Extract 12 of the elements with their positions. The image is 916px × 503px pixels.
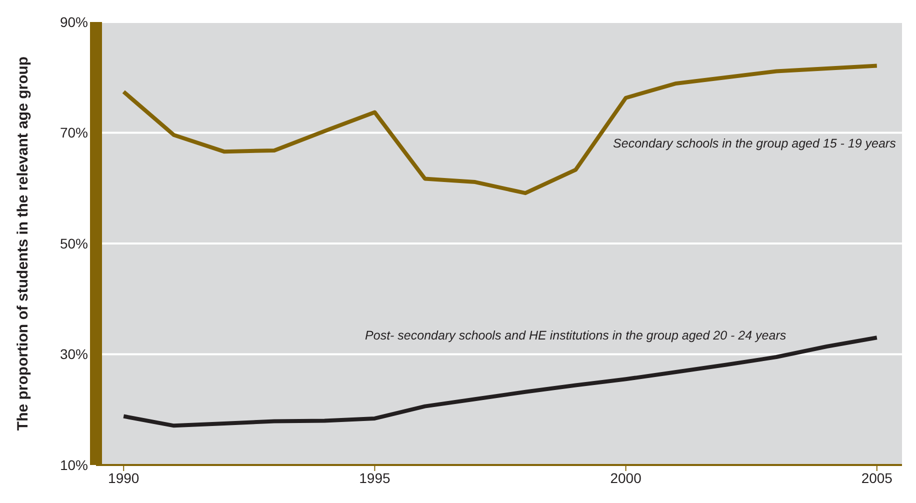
x-tick-label: 2005 — [861, 470, 893, 486]
series-label: Secondary schools in the group aged 15 - 19 years — [613, 136, 896, 151]
x-tick-label: 1990 — [108, 470, 140, 486]
y-axis-title: The proportion of students in the relevant age group — [14, 56, 32, 431]
y-tick-label: 50% — [60, 235, 88, 252]
y-tick-label: 10% — [60, 456, 88, 473]
y-tick-label: 30% — [60, 346, 88, 362]
x-tick-label: 1995 — [359, 470, 390, 486]
y-tick-label: 90% — [60, 14, 88, 30]
x-tick-label: 2000 — [610, 470, 642, 486]
series-label: Post- secondary schools and HE institutions in the group aged 20 - 24 years — [365, 328, 786, 343]
y-tick-label: 70% — [60, 124, 88, 141]
